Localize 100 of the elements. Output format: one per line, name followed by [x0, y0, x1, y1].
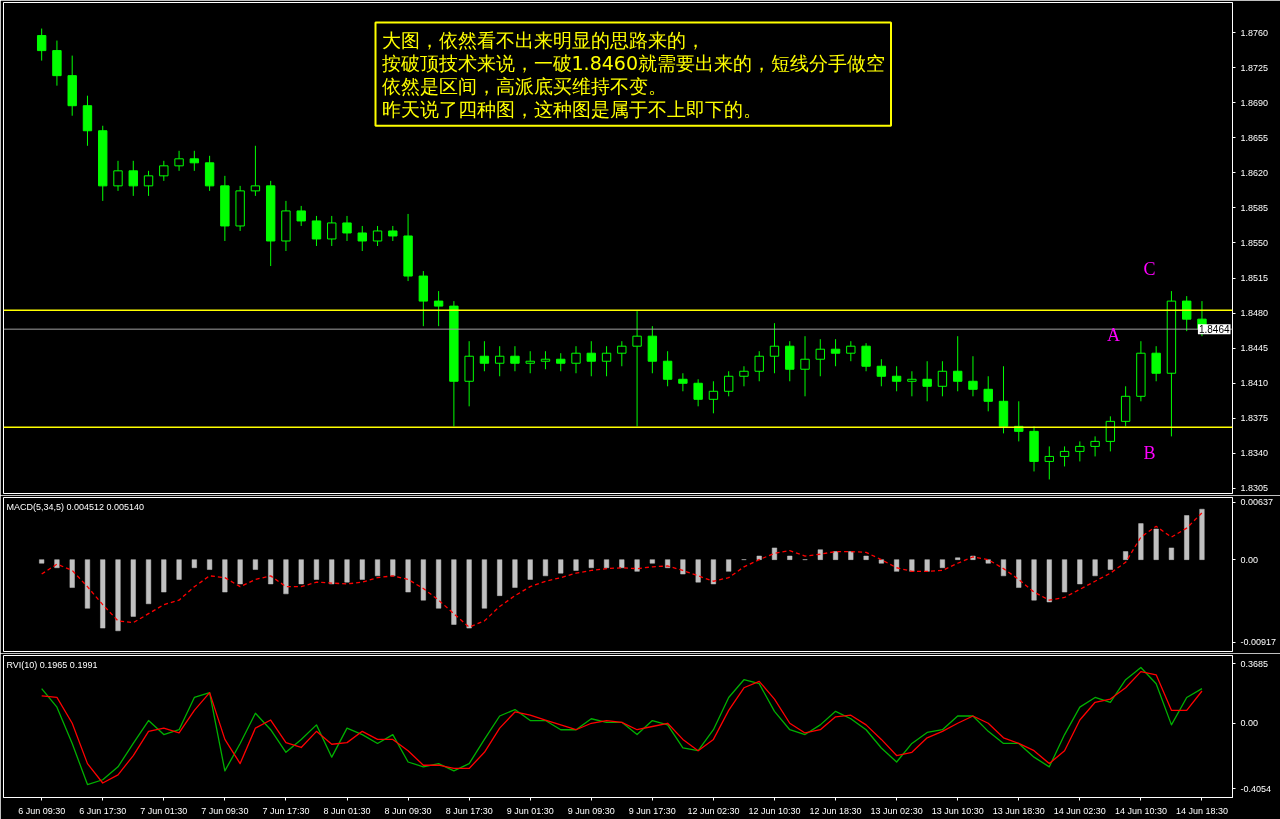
candlestick — [342, 215, 352, 242]
x-tick-label: 8 Jun 01:30 — [323, 805, 371, 816]
bar — [787, 555, 793, 560]
annotation: B — [1143, 442, 1156, 463]
annotation: 大图，依然看不出来明显的思路来的， — [381, 28, 705, 51]
candlestick — [479, 340, 490, 372]
candlestick — [846, 340, 856, 362]
bar — [527, 559, 533, 580]
y-tick-label: 0.00637 — [1240, 497, 1274, 508]
bar — [176, 559, 182, 580]
candlestick — [983, 375, 993, 412]
bar — [909, 559, 915, 572]
candlestick — [128, 160, 138, 197]
x-tick-label: 7 Jun 01:30 — [140, 805, 188, 816]
candlestick — [739, 365, 749, 387]
bar — [1123, 551, 1129, 560]
candlestick — [632, 310, 642, 427]
bar — [451, 559, 457, 625]
bar — [1031, 559, 1037, 601]
bar — [115, 559, 121, 632]
bar — [100, 559, 106, 629]
bar — [1184, 515, 1190, 560]
candlestick — [571, 345, 581, 374]
y-tick-label: 1.8410 — [1240, 378, 1269, 389]
bar — [1016, 559, 1022, 588]
y-tick-label: 1.8620 — [1240, 167, 1269, 178]
x-tick-label: 7 Jun 17:30 — [262, 805, 310, 816]
bar — [130, 559, 136, 617]
candlestick — [662, 350, 673, 387]
y-tick-label: 1.8725 — [1240, 62, 1269, 73]
bar — [207, 559, 213, 570]
bar — [833, 551, 839, 560]
bar — [863, 555, 869, 560]
candlestick — [769, 322, 780, 374]
candlestick — [830, 338, 841, 367]
candlestick — [250, 145, 261, 197]
candlestick — [601, 345, 612, 377]
x-tick-label: 7 Jun 09:30 — [201, 805, 249, 816]
candlestick — [1090, 435, 1100, 457]
bar — [54, 559, 60, 568]
y-tick-label: 1.8550 — [1240, 237, 1269, 248]
candlestick — [815, 338, 825, 377]
x-tick-label: 13 Jun 02:30 — [870, 805, 923, 816]
y-tick-label: 1.8375 — [1240, 413, 1269, 424]
candlestick — [311, 215, 322, 247]
bar — [298, 559, 304, 585]
candlestick — [433, 290, 444, 327]
candlestick — [678, 372, 688, 392]
bar — [1138, 523, 1144, 560]
y-tick-label: 1.8515 — [1240, 273, 1269, 284]
y-tick-label: -0.4054 — [1240, 783, 1272, 794]
x-tick-label: 9 Jun 17:30 — [628, 805, 676, 816]
bar — [69, 559, 75, 588]
bar — [939, 559, 945, 568]
candlestick — [754, 350, 764, 382]
y-tick-label: 1.8305 — [1240, 483, 1269, 494]
candlestick — [174, 150, 184, 172]
bar — [283, 559, 289, 595]
candlestick — [327, 215, 337, 247]
candlestick — [36, 28, 47, 62]
x-tick-label: 12 Jun 18:30 — [809, 805, 862, 816]
candlestick — [510, 345, 520, 372]
x-tick-label: 6 Jun 09:30 — [18, 805, 66, 816]
candlestick — [586, 340, 596, 377]
bar — [1153, 528, 1159, 560]
bar — [1077, 559, 1083, 585]
bar — [1199, 508, 1205, 560]
y-tick-label: 1.8760 — [1240, 27, 1269, 38]
bar — [695, 559, 701, 583]
candlestick — [296, 205, 306, 227]
x-tick-label: 14 Jun 10:30 — [1114, 805, 1167, 816]
bar — [817, 549, 823, 560]
candlestick — [891, 365, 902, 392]
x-tick-label: 6 Jun 17:30 — [79, 805, 127, 816]
bar — [573, 559, 579, 571]
annotation: 昨天说了四种图，这种图是属于不上即下的。 — [381, 97, 762, 120]
bar — [405, 559, 411, 593]
candlestick — [357, 225, 367, 252]
bar — [619, 559, 625, 568]
bar — [558, 559, 564, 574]
x-tick-label: 9 Jun 09:30 — [567, 805, 615, 816]
bar — [985, 559, 991, 564]
bar — [604, 559, 610, 568]
candlestick — [922, 360, 932, 402]
bar — [588, 559, 594, 568]
candlestick — [693, 378, 703, 407]
candlestick — [1105, 415, 1116, 452]
bar — [84, 559, 91, 609]
candlestick — [968, 355, 978, 397]
bar — [542, 559, 549, 577]
y-tick-label: 1.8655 — [1240, 132, 1269, 143]
candlestick — [617, 340, 627, 367]
candlestick — [1059, 445, 1070, 467]
y-tick-label: 0.00 — [1240, 718, 1259, 729]
candlestick — [1044, 445, 1054, 480]
bar — [39, 559, 45, 564]
x-tick-label: 13 Jun 10:30 — [931, 805, 984, 816]
candlestick — [876, 358, 887, 387]
bar — [375, 559, 381, 577]
candlestick — [952, 335, 963, 392]
